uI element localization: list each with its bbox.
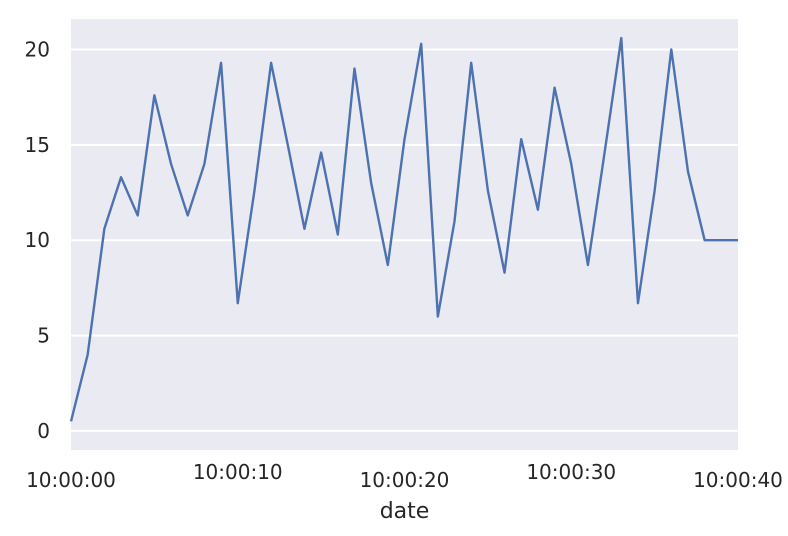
series-layer (69, 36, 738, 422)
y-tick-label: 15 (25, 133, 50, 157)
y-tick-labels: 0 5 10 15 20 (25, 38, 50, 443)
x-tick-label: 10:00:00 (26, 468, 116, 492)
x-tick-label: 10:00:40 (693, 468, 783, 492)
plot-background (71, 19, 738, 450)
x-tick-label: 10:00:30 (526, 460, 616, 484)
y-tick-label: 20 (25, 38, 50, 62)
x-tick-label: 10:00:10 (193, 460, 283, 484)
x-tick-labels: 10:00:00 10:00:10 10:00:20 10:00:30 10:00:40 (26, 460, 783, 492)
y-tick-label: 5 (37, 324, 50, 348)
series-line (69, 36, 738, 422)
x-axis-label: date (380, 499, 430, 524)
y-tick-label: 0 (37, 419, 50, 443)
x-tick-label: 10:00:20 (360, 468, 450, 492)
y-tick-label: 10 (25, 228, 50, 252)
